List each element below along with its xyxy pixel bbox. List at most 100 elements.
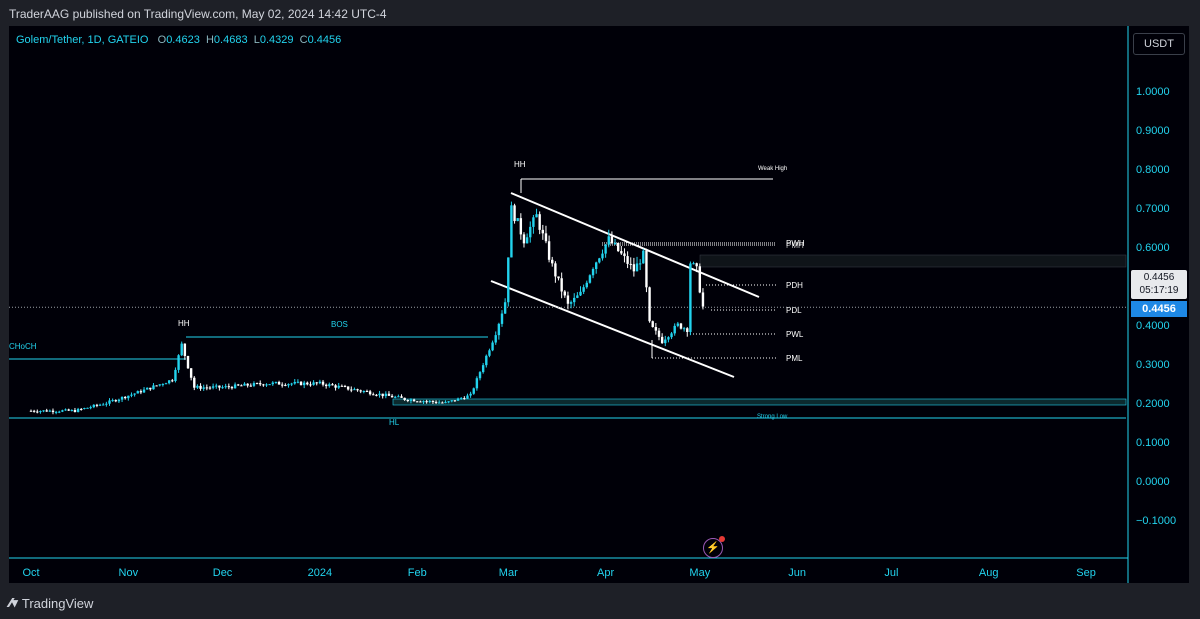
candle-body bbox=[667, 337, 670, 340]
candle-body bbox=[139, 391, 143, 393]
time-tick-label: Sep bbox=[1076, 567, 1096, 579]
candle-body bbox=[394, 396, 397, 398]
candle-body bbox=[381, 393, 384, 397]
candle-body bbox=[124, 396, 127, 399]
candle-body bbox=[500, 313, 504, 324]
candle-body bbox=[32, 410, 36, 412]
time-axis[interactable]: Oct Nov Dec 2024 Feb Mar Apr May Jun Jul Aug Sep bbox=[22, 567, 1095, 579]
candle-body bbox=[337, 385, 340, 388]
candle-body bbox=[274, 381, 278, 383]
candle-body bbox=[595, 262, 598, 269]
candle-body bbox=[290, 383, 293, 385]
candle-body bbox=[497, 323, 501, 336]
pwh-label: PWH bbox=[786, 239, 805, 248]
candle-body bbox=[557, 276, 560, 279]
candle-body bbox=[208, 387, 212, 389]
candle-body bbox=[469, 393, 472, 396]
candle-body bbox=[516, 218, 519, 222]
candle-body bbox=[152, 385, 155, 390]
time-tick-label: Nov bbox=[119, 567, 139, 579]
price-tick-label: 0.9000 bbox=[1136, 125, 1170, 137]
candle-body bbox=[698, 266, 702, 293]
candle-body bbox=[670, 333, 673, 338]
candle-body bbox=[510, 205, 513, 258]
price-tick-label: −0.1000 bbox=[1136, 515, 1176, 527]
candle-body bbox=[588, 275, 592, 283]
candle-body bbox=[243, 383, 246, 386]
candle-body bbox=[315, 382, 318, 384]
time-tick-label: May bbox=[689, 567, 710, 579]
candle-body bbox=[42, 410, 45, 412]
candle-body bbox=[183, 343, 187, 356]
candles[interactable] bbox=[29, 201, 705, 415]
candle-body bbox=[409, 399, 413, 401]
candle-body bbox=[529, 226, 532, 238]
candle-body bbox=[481, 365, 485, 373]
candle-body bbox=[541, 229, 545, 234]
candle-body bbox=[629, 263, 632, 265]
candle-body bbox=[89, 407, 92, 409]
chart-frame[interactable] bbox=[9, 26, 1189, 583]
candle-body bbox=[450, 400, 453, 402]
candle-body bbox=[211, 386, 215, 388]
candle-body bbox=[544, 233, 548, 242]
candle-body bbox=[64, 409, 67, 411]
candle-body bbox=[48, 410, 52, 412]
candle-body bbox=[362, 391, 366, 393]
candle-body bbox=[444, 402, 447, 404]
notification-dot bbox=[719, 536, 725, 542]
candle-body bbox=[149, 387, 152, 390]
candle-body bbox=[246, 383, 249, 386]
candle-body bbox=[80, 408, 83, 410]
candle-body bbox=[576, 295, 579, 298]
candle-body bbox=[346, 386, 350, 390]
low-label: L bbox=[253, 34, 260, 46]
candle-body bbox=[255, 383, 259, 385]
tradingview-brand[interactable]: ⁄⁄▾ TradingView bbox=[9, 595, 93, 611]
candle-body bbox=[287, 384, 290, 386]
weekly-high-zone bbox=[699, 254, 1127, 268]
candle-body bbox=[312, 382, 315, 385]
price-tick-label: 0.2000 bbox=[1136, 398, 1170, 410]
candle-body bbox=[384, 393, 388, 397]
candle-body bbox=[86, 407, 89, 409]
currency-button[interactable]: USDT bbox=[1133, 33, 1185, 55]
candle-body bbox=[701, 292, 705, 307]
candle-body bbox=[428, 400, 431, 402]
strong-low-label: Strong Low bbox=[757, 414, 788, 420]
candle-body bbox=[343, 385, 347, 387]
price-tick-label: 0.1000 bbox=[1136, 437, 1170, 449]
candle-body bbox=[472, 388, 475, 394]
candle-body bbox=[660, 336, 664, 344]
candle-body bbox=[133, 393, 136, 395]
candle-body bbox=[321, 381, 325, 385]
open-label: O bbox=[157, 34, 167, 46]
lightning-icon[interactable]: ⚡ bbox=[703, 536, 725, 558]
pmh-label: PMH bbox=[786, 241, 804, 250]
high-label: H bbox=[205, 34, 214, 46]
candle-body bbox=[51, 410, 55, 413]
candle-body bbox=[102, 404, 105, 406]
candle-body bbox=[485, 355, 488, 366]
candle-body bbox=[648, 287, 651, 322]
candle-body bbox=[422, 401, 425, 403]
candle-body bbox=[434, 401, 438, 403]
low-value: 0.4329 bbox=[259, 34, 294, 46]
time-tick-label: Feb bbox=[408, 567, 427, 579]
close-value: 0.4456 bbox=[307, 34, 342, 46]
candle-body bbox=[488, 350, 491, 356]
brand-name: TradingView bbox=[21, 595, 94, 611]
candle-body bbox=[563, 291, 566, 296]
candle-body bbox=[136, 391, 139, 394]
price-axis[interactable]: 1.00000.90000.80000.70000.60000.50000.40… bbox=[1136, 86, 1176, 527]
price-tick-label: 0.3000 bbox=[1136, 359, 1170, 371]
candle-body bbox=[441, 402, 444, 404]
candle-body bbox=[689, 263, 692, 332]
candle-body bbox=[616, 243, 620, 252]
candle-body bbox=[164, 383, 168, 385]
candle-body bbox=[221, 387, 224, 389]
bos-label: BOS bbox=[331, 320, 348, 329]
candle-body bbox=[591, 268, 595, 276]
candle-body bbox=[202, 387, 205, 389]
